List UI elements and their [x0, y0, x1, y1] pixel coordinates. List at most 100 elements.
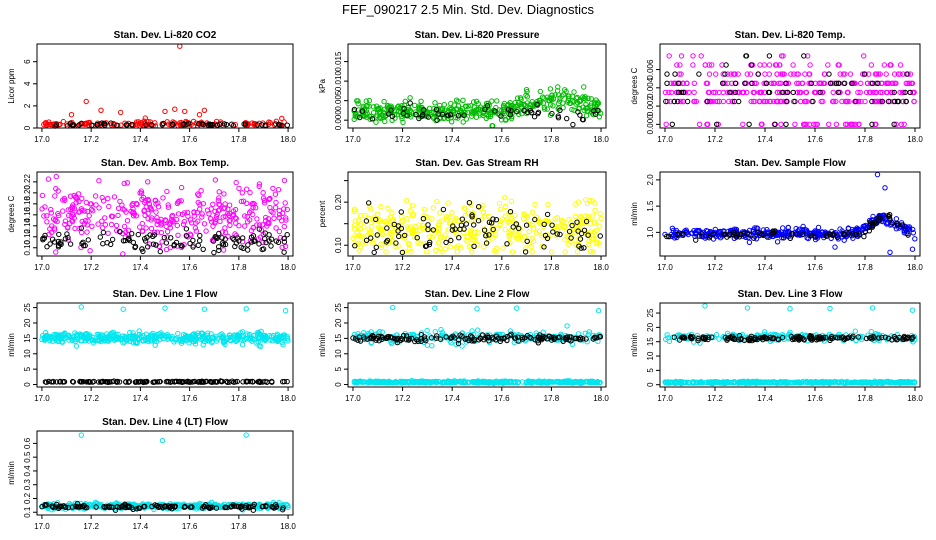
point-ref	[266, 232, 272, 238]
point-ref	[168, 235, 174, 241]
point-main	[67, 193, 74, 199]
point-ref	[449, 227, 456, 233]
panel-title: Stan. Dev. Sample Flow	[734, 158, 846, 169]
point-main	[863, 89, 870, 96]
point-ref	[143, 122, 149, 128]
point-ref	[722, 71, 728, 77]
point-ref	[363, 218, 370, 224]
point-ref	[892, 98, 898, 105]
point-main	[877, 98, 883, 105]
point-main	[201, 107, 208, 114]
point-main	[785, 80, 792, 87]
point-main	[375, 224, 382, 230]
point-main	[60, 208, 66, 214]
point-main	[261, 200, 268, 206]
point-ref	[352, 243, 358, 249]
point-main	[526, 221, 533, 228]
point-main	[389, 229, 395, 235]
point-main	[76, 225, 82, 232]
point-main	[488, 113, 494, 120]
point-main	[664, 98, 671, 105]
point-main	[442, 232, 448, 238]
point-main	[449, 210, 455, 216]
point-main	[68, 213, 75, 220]
x-tick-label: 18.0	[593, 263, 609, 272]
point-ref	[904, 71, 910, 77]
point-main	[216, 195, 222, 201]
point-main	[777, 98, 783, 105]
point-main	[907, 71, 914, 77]
point-main	[866, 89, 873, 96]
point-main	[401, 102, 408, 108]
point-ref	[521, 107, 527, 114]
point-main	[180, 221, 187, 228]
point-main	[442, 107, 448, 113]
y-axis-label: ml/min	[318, 333, 327, 357]
point-main	[541, 104, 547, 111]
point-main	[691, 80, 697, 87]
point-main	[837, 226, 843, 232]
point-main	[572, 201, 578, 207]
point-main	[788, 71, 794, 77]
point-main	[690, 53, 696, 59]
point-main	[898, 121, 904, 128]
point-ref	[784, 89, 790, 96]
x-tick-label: 17.0	[34, 263, 50, 272]
point-ref	[524, 238, 530, 245]
point-ref	[236, 238, 242, 244]
point-ref	[109, 236, 116, 243]
point-main	[730, 71, 737, 77]
point-main	[851, 80, 857, 87]
point-main	[794, 71, 800, 77]
point-main	[494, 98, 500, 104]
point-main	[794, 80, 800, 87]
point-main	[129, 210, 136, 216]
data-points	[351, 84, 604, 129]
point-main	[408, 249, 414, 255]
point-main	[799, 80, 806, 87]
point-main	[708, 98, 714, 105]
point-main	[856, 121, 862, 128]
point-main	[523, 87, 530, 93]
point-main	[912, 236, 918, 242]
point-main	[771, 80, 778, 87]
point-main	[592, 200, 598, 206]
point-ref	[849, 80, 855, 87]
point-ref	[885, 98, 892, 105]
point-main	[351, 206, 358, 213]
point-main	[529, 222, 535, 229]
point-main	[249, 120, 255, 126]
point-ref	[523, 222, 530, 228]
x-tick-label: 17.4	[757, 135, 773, 144]
point-main	[194, 209, 201, 216]
point-main	[279, 244, 285, 251]
point-main	[222, 225, 228, 231]
point-ref	[57, 240, 63, 247]
point-main	[236, 185, 242, 192]
data-points	[41, 43, 290, 129]
point-main	[124, 218, 131, 224]
point-main	[370, 110, 377, 116]
point-main	[775, 98, 781, 105]
point-main	[270, 210, 276, 216]
point-ref	[869, 80, 876, 87]
point-ref	[157, 248, 164, 255]
point-main	[271, 215, 277, 222]
point-main	[363, 103, 370, 109]
point-ref	[251, 238, 257, 245]
point-main	[148, 205, 154, 212]
point-main	[437, 235, 444, 241]
point-main	[65, 207, 72, 213]
point-ref	[461, 226, 467, 232]
point-main	[244, 214, 251, 220]
point-ref	[541, 244, 547, 250]
point-main	[877, 89, 883, 96]
point-ref	[672, 71, 678, 77]
point-ref	[731, 98, 738, 105]
point-main	[496, 200, 503, 207]
point-main	[751, 80, 758, 87]
point-main	[844, 121, 850, 128]
point-ref	[140, 248, 146, 255]
